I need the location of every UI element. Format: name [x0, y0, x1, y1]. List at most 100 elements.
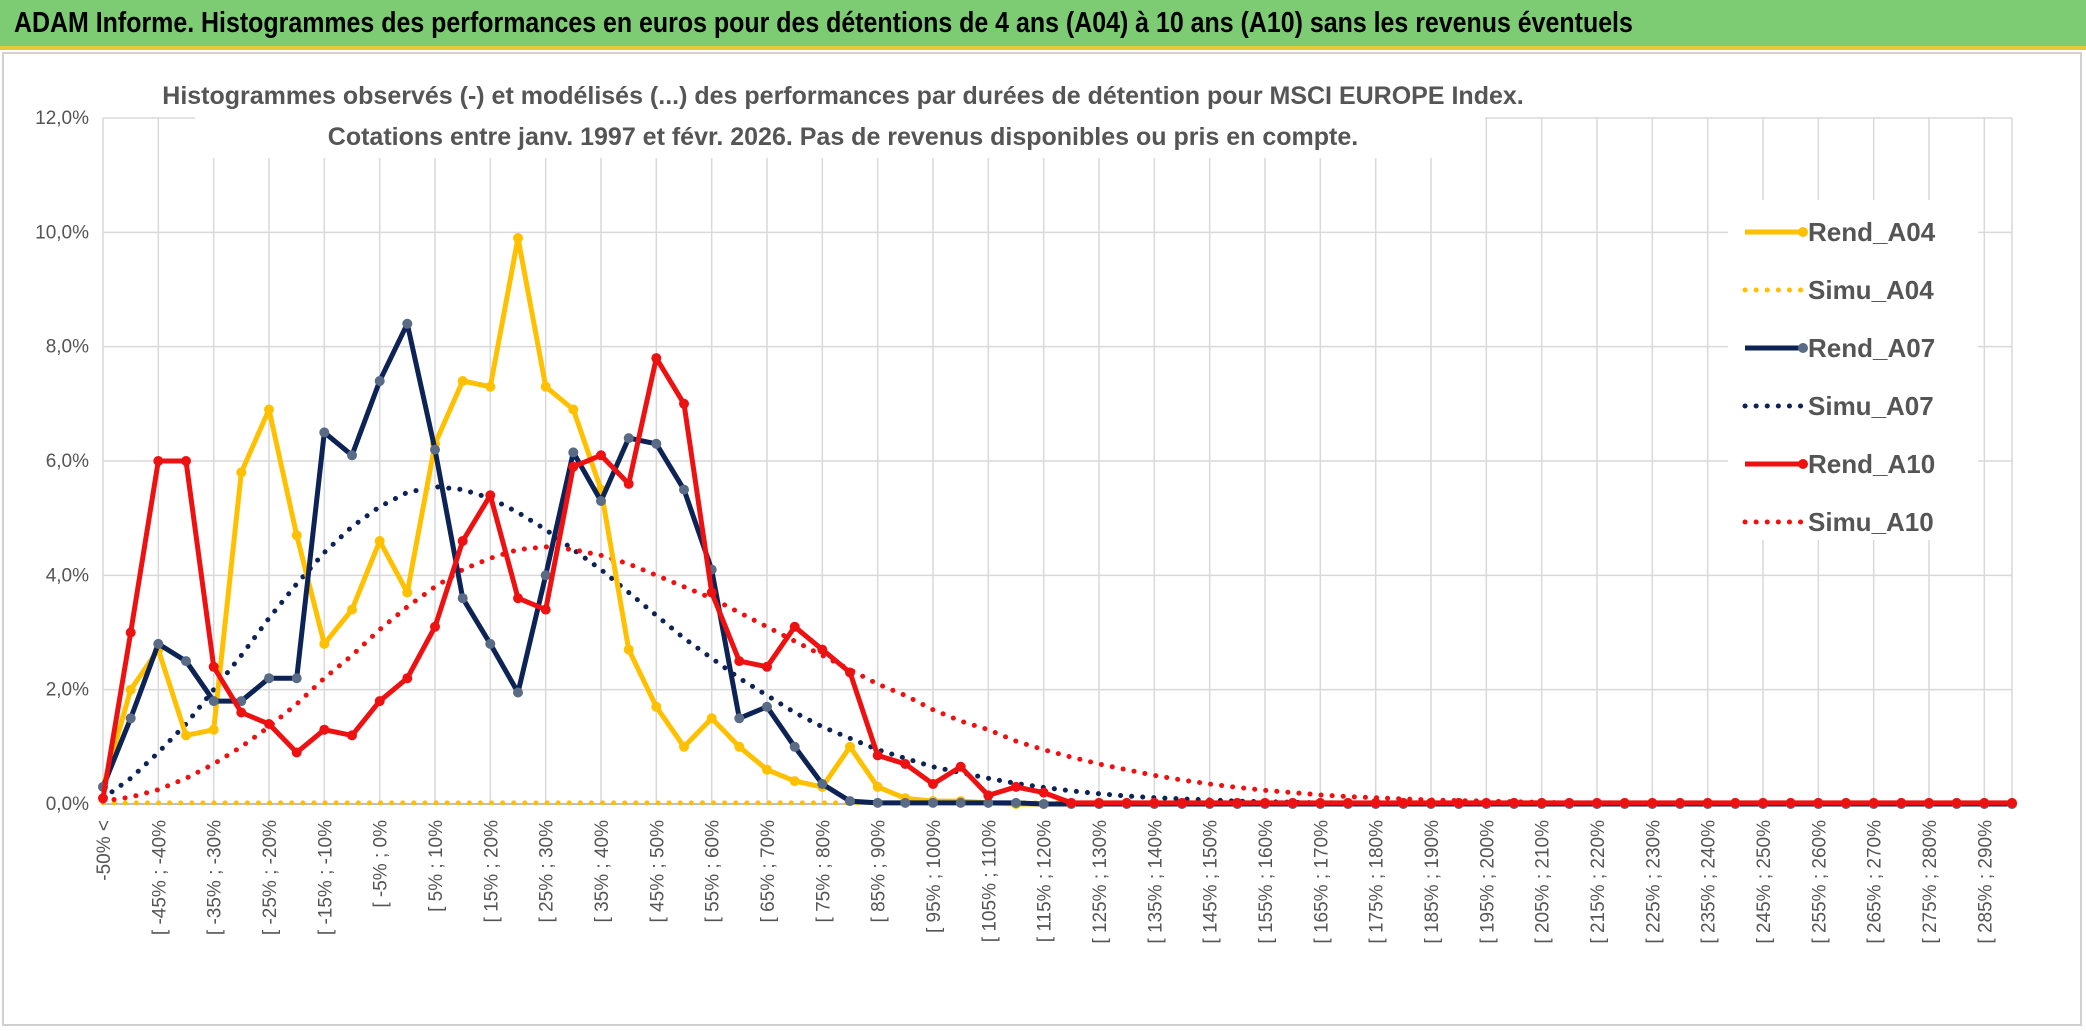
data-point-rend-a10 — [1730, 797, 1741, 808]
data-point-rend-a04 — [540, 381, 551, 392]
data-point-rend-a10 — [900, 759, 911, 769]
data-point-rend-a10 — [1426, 797, 1436, 808]
data-point-rend-a04 — [374, 536, 385, 546]
legend-background — [1728, 200, 1978, 540]
data-point-rend-a10 — [374, 696, 385, 707]
data-point-rend-a10 — [1509, 797, 1519, 808]
data-point-rend-a10 — [1260, 797, 1270, 808]
data-point-rend-a07 — [651, 438, 662, 449]
data-point-rend-a10 — [872, 750, 883, 761]
x-tick-label: [ 165% ; 170% — [1311, 820, 1332, 944]
banner-title: ADAM Informe. Histogrammes des performan… — [14, 7, 1633, 39]
data-point-rend-a10 — [983, 790, 994, 801]
x-tick-label: [ 75% ; 80% — [813, 820, 834, 923]
y-tick-label: 2,0% — [46, 680, 89, 701]
data-point-rend-a10 — [623, 478, 634, 489]
data-point-rend-a07 — [540, 570, 551, 581]
data-point-rend-a07 — [845, 796, 855, 807]
series-line-simu-a10 — [100, 544, 2015, 806]
x-tick-label: [ 205% ; 210% — [1533, 820, 1554, 944]
data-point-rend-a04 — [485, 381, 496, 392]
y-tick-label: 0,0% — [46, 794, 89, 815]
x-tick-label: [ 175% ; 180% — [1367, 820, 1388, 944]
x-tick-label: [ -35% ; -30% — [205, 820, 226, 935]
x-tick-label: [ -45% ; -40% — [149, 820, 170, 935]
chart-title-background — [195, 74, 1485, 158]
legend-marker-rend-a10 — [1798, 459, 1808, 469]
chart-frame — [2, 52, 2082, 1026]
x-tick-label: [ 35% ; 40% — [592, 820, 613, 923]
legend-label-rend-a07: Rend_A07 — [1808, 333, 1935, 363]
data-point-rend-a04 — [651, 701, 662, 712]
data-point-rend-a10 — [845, 667, 855, 678]
x-tick-label: [ 55% ; 60% — [703, 820, 724, 923]
legend-marker-rend-a07 — [1798, 343, 1808, 353]
data-point-rend-a07 — [264, 673, 274, 684]
data-point-rend-a10 — [1702, 797, 1713, 808]
legend-label-simu-a04: Simu_A04 — [1808, 275, 1934, 305]
data-point-rend-a07 — [181, 656, 191, 667]
data-point-rend-a10 — [540, 604, 551, 615]
data-point-rend-a07 — [430, 444, 440, 455]
chart-title-line-2: Cotations entre janv. 1997 et févr. 2026… — [328, 123, 1358, 151]
data-point-rend-a07 — [983, 797, 994, 808]
x-tick-label: [ 135% ; 140% — [1145, 820, 1166, 944]
data-point-rend-a10 — [789, 621, 800, 632]
data-point-rend-a04 — [291, 530, 302, 541]
data-point-rend-a10 — [208, 661, 219, 672]
data-point-rend-a04 — [845, 741, 855, 752]
data-point-rend-a10 — [817, 644, 828, 655]
data-point-rend-a07 — [900, 797, 911, 808]
data-point-rend-a04 — [734, 741, 745, 752]
data-point-rend-a10 — [596, 450, 606, 461]
data-point-rend-a07 — [568, 447, 579, 458]
data-point-rend-a07 — [347, 450, 357, 461]
data-point-rend-a10 — [1536, 797, 1547, 808]
data-point-rend-a04 — [872, 781, 883, 792]
data-point-rend-a10 — [1896, 797, 1907, 808]
data-point-rend-a10 — [347, 730, 357, 741]
data-point-rend-a07 — [513, 687, 523, 698]
data-point-rend-a10 — [1841, 797, 1851, 808]
data-point-rend-a10 — [1038, 787, 1049, 798]
data-point-rend-a10 — [1647, 797, 1658, 808]
data-point-rend-a10 — [1868, 797, 1879, 808]
data-point-rend-a10 — [513, 593, 523, 604]
y-tick-label: 10,0% — [35, 222, 89, 243]
data-point-rend-a10 — [928, 779, 938, 789]
data-point-rend-a04 — [236, 467, 247, 478]
legend-label-rend-a10: Rend_A10 — [1808, 449, 1935, 479]
x-tick-label: [ 115% ; 120% — [1035, 820, 1056, 942]
data-point-rend-a10 — [1592, 797, 1602, 808]
data-point-rend-a10 — [1785, 797, 1796, 808]
data-point-rend-a04 — [762, 764, 772, 775]
data-point-rend-a10 — [1094, 797, 1104, 808]
data-point-rend-a10 — [1232, 797, 1243, 808]
data-point-rend-a10 — [1315, 797, 1326, 808]
data-point-rend-a07 — [457, 593, 468, 604]
title-banner: ADAM Informe. Histogrammes des performan… — [0, 0, 2086, 50]
x-tick-label: [ 215% ; 220% — [1588, 820, 1609, 944]
x-tick-label: [ 225% ; 230% — [1643, 820, 1664, 944]
data-point-rend-a04 — [706, 713, 717, 724]
data-point-rend-a10 — [734, 656, 745, 667]
data-point-rend-a07 — [374, 376, 385, 386]
data-point-rend-a10 — [98, 793, 108, 804]
data-point-rend-a10 — [568, 461, 579, 472]
data-point-rend-a10 — [1564, 797, 1575, 808]
x-tick-label: [ 255% ; 260% — [1809, 820, 1830, 944]
data-point-rend-a07 — [623, 433, 634, 444]
data-point-rend-a10 — [430, 621, 440, 632]
y-tick-label: 4,0% — [46, 565, 89, 586]
data-point-rend-a07 — [762, 701, 772, 712]
data-point-rend-a07 — [125, 713, 136, 724]
data-point-rend-a10 — [1149, 797, 1160, 808]
data-point-rend-a10 — [706, 587, 717, 598]
series-line-rend-a04 — [100, 235, 2012, 807]
data-point-rend-a07 — [153, 638, 164, 649]
x-tick-label: [ 5% ; 10% — [426, 820, 447, 912]
series-line-simu-a07 — [100, 484, 2015, 807]
data-point-rend-a10 — [1619, 797, 1630, 808]
data-point-rend-a10 — [457, 536, 468, 546]
data-point-rend-a07 — [319, 427, 330, 438]
